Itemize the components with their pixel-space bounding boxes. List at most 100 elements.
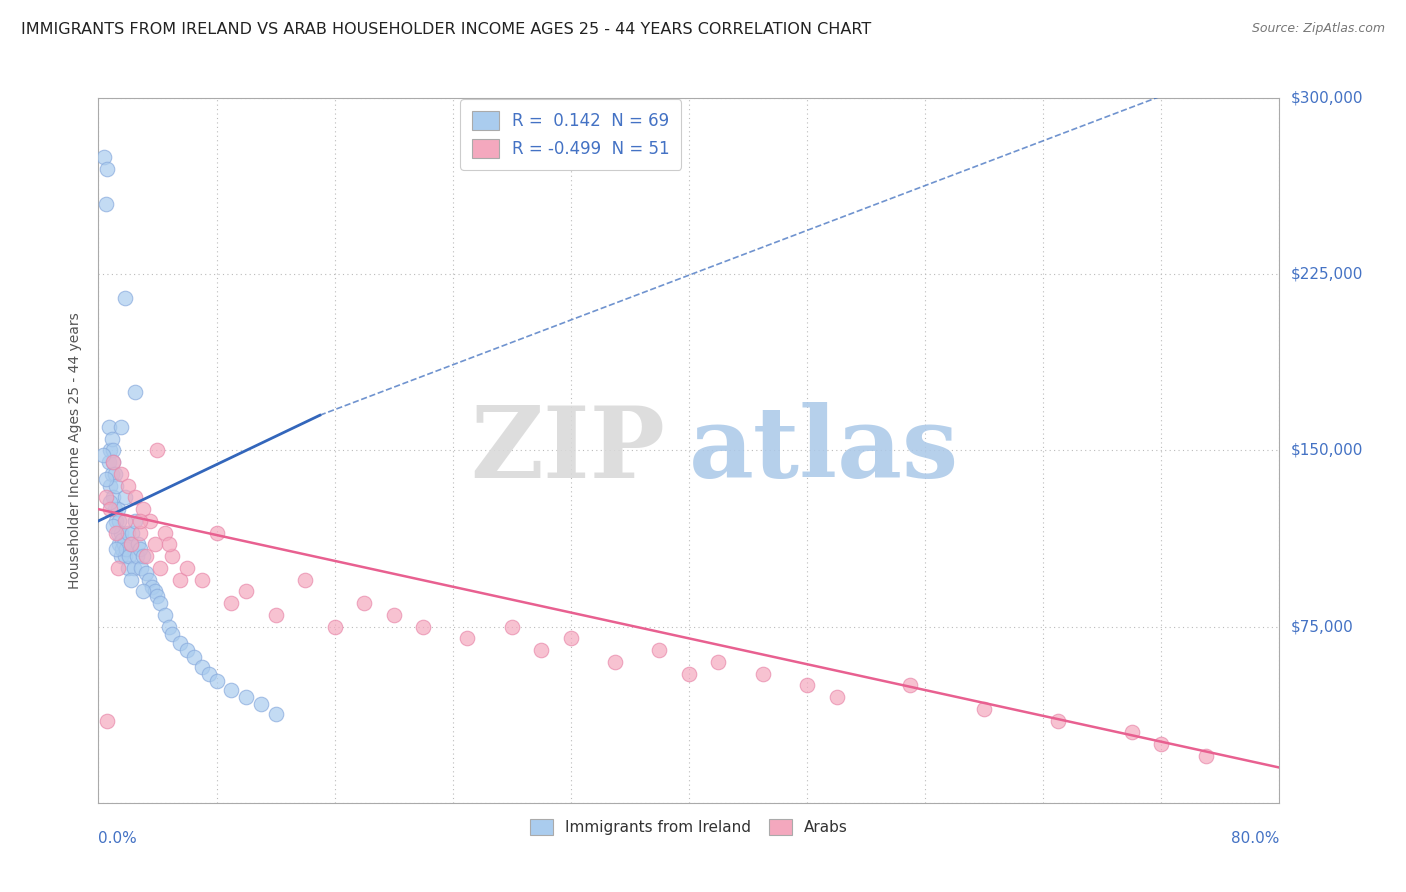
Point [114, 549, 136, 564]
Point [107, 502, 129, 516]
Point [97, 420, 120, 434]
Point [120, 573, 142, 587]
Legend: Immigrants from Ireland, Arabs: Immigrants from Ireland, Arabs [523, 813, 855, 841]
Point [110, 420, 132, 434]
Point [501, 619, 523, 633]
Text: 80.0%: 80.0% [1232, 831, 1279, 846]
Point [120, 537, 142, 551]
Point [96, 714, 118, 728]
Point [103, 491, 125, 505]
Point [108, 537, 131, 551]
Point [96, 161, 118, 176]
Point [105, 478, 128, 492]
Point [132, 549, 155, 564]
Point [382, 607, 405, 622]
Text: IMMIGRANTS FROM IRELAND VS ARAB HOUSEHOLDER INCOME AGES 25 - 44 YEARS CORRELATIO: IMMIGRANTS FROM IRELAND VS ARAB HOUSEHOL… [21, 22, 872, 37]
Text: $150,000: $150,000 [1291, 443, 1362, 458]
Point [250, 697, 273, 711]
Point [157, 537, 180, 551]
Point [149, 596, 172, 610]
Point [143, 584, 166, 599]
Text: $225,000: $225,000 [1291, 267, 1362, 282]
Point [132, 502, 155, 516]
Text: ZIP: ZIP [471, 402, 665, 499]
Point [973, 702, 995, 716]
Point [135, 549, 157, 564]
Point [678, 666, 700, 681]
Point [146, 589, 169, 603]
Point [117, 478, 139, 492]
Point [205, 673, 228, 688]
Point [103, 455, 125, 469]
Point [100, 467, 122, 481]
Point [124, 491, 146, 505]
Point [235, 690, 257, 705]
Point [457, 632, 479, 646]
Point [235, 584, 257, 599]
Point [138, 573, 160, 587]
Point [120, 537, 142, 551]
Point [323, 619, 346, 633]
Point [110, 525, 132, 540]
Point [412, 619, 434, 633]
Point [118, 549, 141, 564]
Point [1121, 725, 1143, 739]
Point [648, 643, 671, 657]
Point [114, 514, 136, 528]
Point [530, 643, 553, 657]
Point [825, 690, 848, 705]
Text: $300,000: $300,000 [1291, 91, 1362, 105]
Point [107, 561, 129, 575]
Point [124, 384, 146, 399]
Point [796, 678, 818, 692]
Point [169, 573, 191, 587]
Point [128, 525, 150, 540]
Point [125, 549, 148, 564]
Point [176, 643, 198, 657]
Point [94, 491, 117, 505]
Point [1150, 737, 1173, 751]
Point [205, 525, 228, 540]
Point [111, 542, 134, 557]
Point [1047, 714, 1070, 728]
Text: $75,000: $75,000 [1291, 619, 1354, 634]
Point [107, 525, 129, 540]
Point [91, 448, 114, 462]
Point [117, 525, 139, 540]
Point [153, 607, 176, 622]
Point [98, 443, 121, 458]
Point [122, 561, 145, 575]
Point [149, 561, 172, 575]
Point [115, 542, 138, 557]
Point [111, 533, 134, 547]
Point [198, 666, 221, 681]
Text: atlas: atlas [689, 402, 959, 499]
Point [132, 584, 155, 599]
Point [121, 525, 143, 540]
Point [110, 549, 132, 564]
Point [183, 650, 205, 665]
Point [128, 542, 150, 557]
Point [605, 655, 627, 669]
Point [114, 291, 136, 305]
Point [135, 566, 157, 580]
Point [191, 659, 214, 673]
Point [100, 432, 122, 446]
Point [221, 596, 243, 610]
Point [105, 525, 128, 540]
Point [294, 573, 316, 587]
Point [114, 491, 136, 505]
Point [141, 580, 163, 594]
Point [353, 596, 375, 610]
Point [153, 525, 176, 540]
Point [108, 514, 131, 528]
Point [900, 678, 922, 692]
Point [560, 632, 582, 646]
Point [1195, 748, 1218, 763]
Point [98, 495, 121, 509]
Point [117, 561, 139, 575]
Point [221, 683, 243, 698]
Point [105, 514, 128, 528]
Point [157, 619, 180, 633]
Point [98, 502, 121, 516]
